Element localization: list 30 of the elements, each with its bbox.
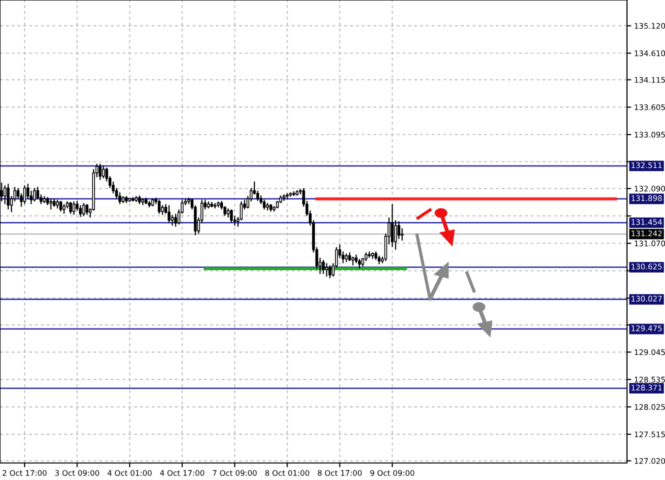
- candlestick: [262, 199, 266, 210]
- candlestick: [158, 199, 161, 214]
- candlestick: [4, 184, 6, 205]
- candlestick: [174, 213, 178, 228]
- candlestick: [394, 220, 397, 250]
- candlestick: [23, 184, 26, 205]
- candlestick: [170, 214, 174, 226]
- candlestick: [397, 220, 400, 240]
- candlestick: [226, 208, 230, 218]
- candlestick: [230, 208, 233, 223]
- candlestick: [168, 204, 170, 224]
- candlestick: [161, 204, 164, 216]
- candlestick: [98, 163, 102, 180]
- candlestick: [72, 200, 76, 216]
- candlestick: [102, 164, 105, 179]
- candlestick: [79, 204, 82, 218]
- candlestick: [6, 183, 10, 210]
- candlestick: [33, 187, 36, 202]
- candlestick: [59, 200, 62, 212]
- candlestick: [328, 264, 332, 279]
- candlestick: [358, 258, 361, 270]
- candlestick: [69, 201, 72, 214]
- candlestick: [49, 198, 52, 210]
- candlestick: [62, 204, 66, 214]
- candlestick: [325, 262, 328, 278]
- candlestick: [86, 204, 88, 216]
- candlestick: [322, 259, 325, 274]
- candlestick: [118, 192, 122, 205]
- candlestick: [390, 204, 394, 248]
- candlestick: [400, 228, 404, 242]
